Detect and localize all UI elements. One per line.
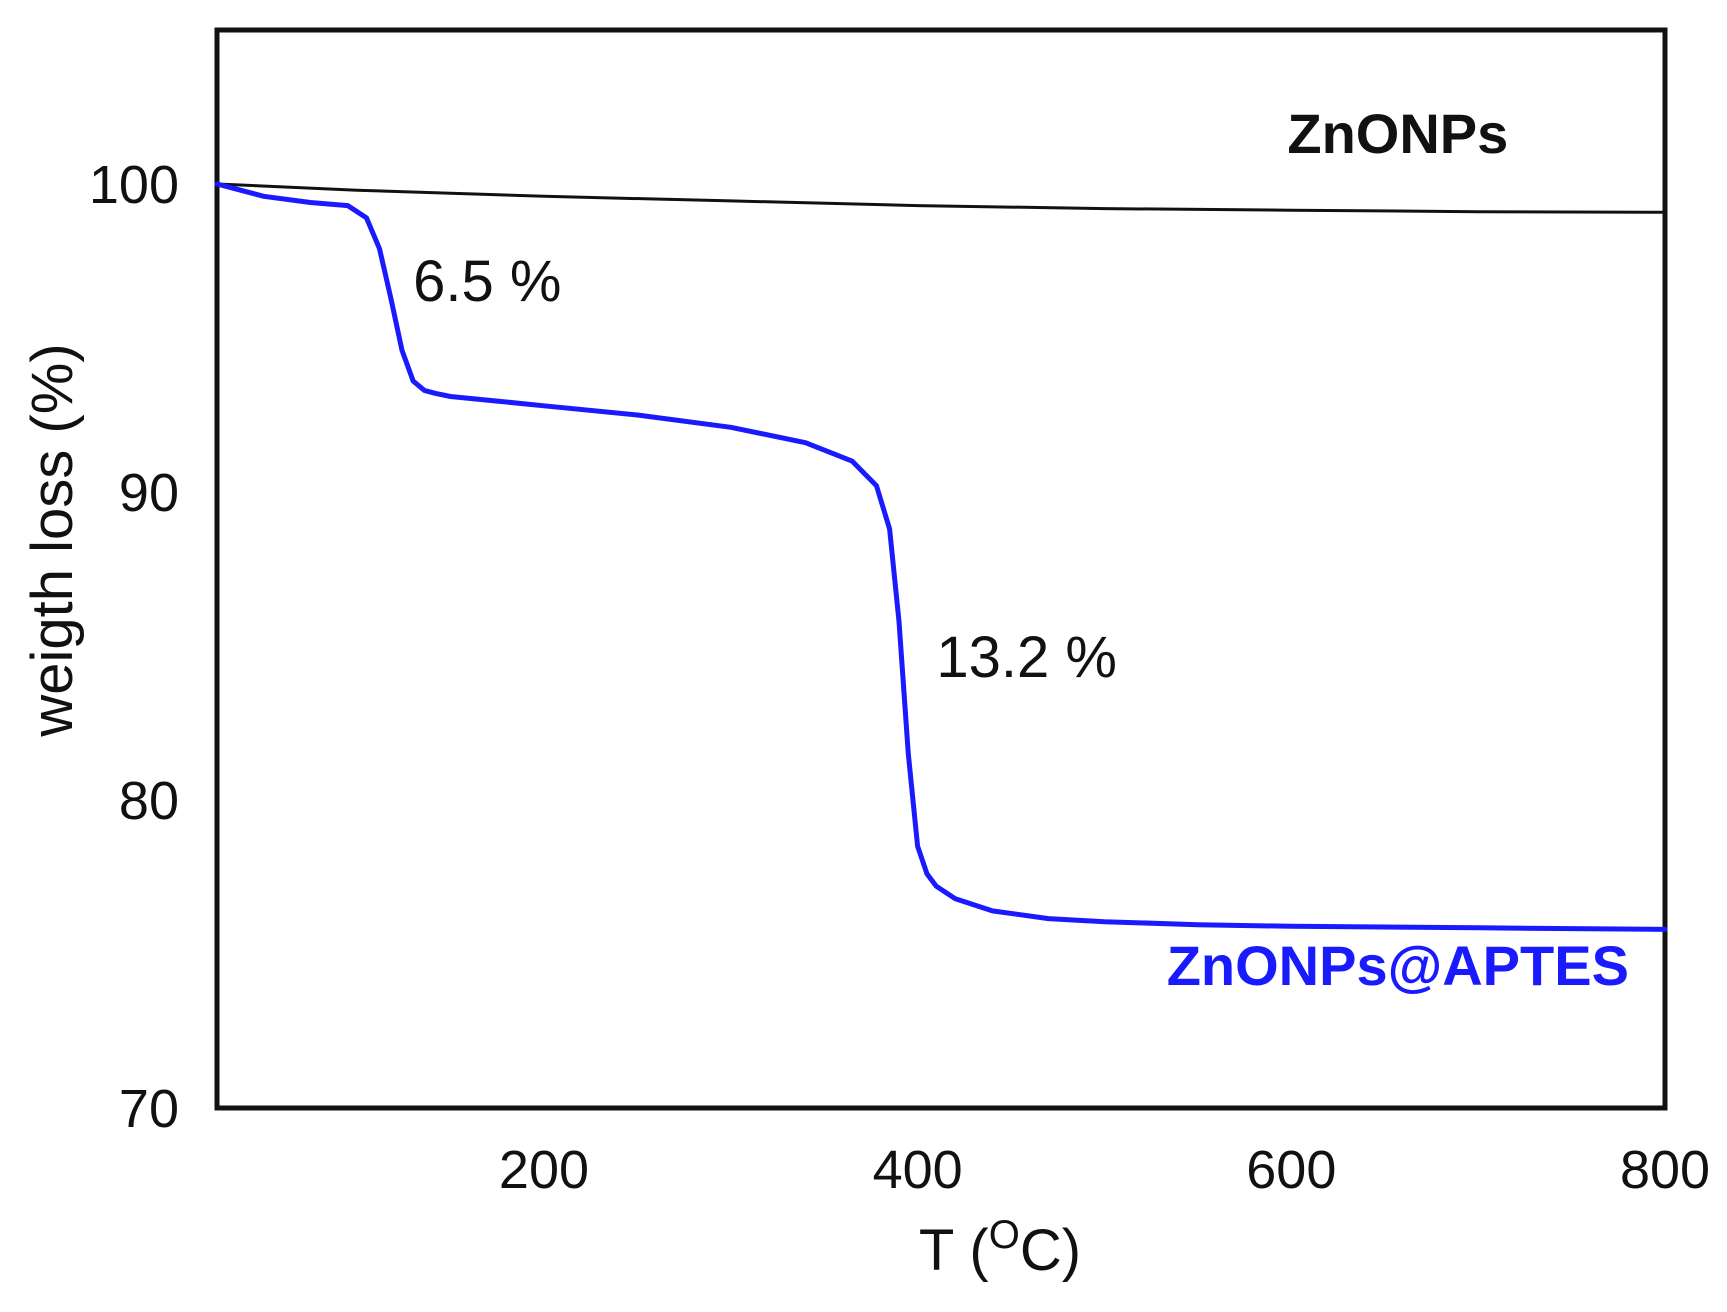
x-axis-label-superscript: O (989, 1213, 1020, 1257)
y-axis-label: weigth loss (%) (20, 343, 85, 737)
annotation-2: 13.2 % (936, 625, 1117, 690)
annotations: 6.5 % 13.2 % (413, 249, 1117, 690)
x-tick-label-800: 800 (1620, 1140, 1710, 1200)
series-line-znonps (217, 184, 1665, 212)
series-label-znonps: ZnONPs (1287, 102, 1508, 165)
x-tick-label-200: 200 (499, 1140, 589, 1200)
y-tick-label-70: 70 (119, 1079, 179, 1139)
x-axis-label: T (OC) (919, 1213, 1081, 1283)
x-tick-label-600: 600 (1246, 1140, 1336, 1200)
y-tick-label-80: 80 (119, 771, 179, 831)
series-labels: ZnONPs ZnONPs@APTES (1167, 102, 1629, 997)
x-tick-label-400: 400 (873, 1140, 963, 1200)
y-tick-label-100: 100 (89, 155, 179, 215)
annotation-1: 6.5 % (413, 249, 561, 314)
x-tick-labels: 200 400 600 800 (499, 1140, 1710, 1200)
y-tick-label-90: 90 (119, 463, 179, 523)
series-label-znonps-aptes: ZnONPs@APTES (1167, 934, 1629, 997)
y-tick-labels: 70 80 90 100 (89, 155, 179, 1139)
